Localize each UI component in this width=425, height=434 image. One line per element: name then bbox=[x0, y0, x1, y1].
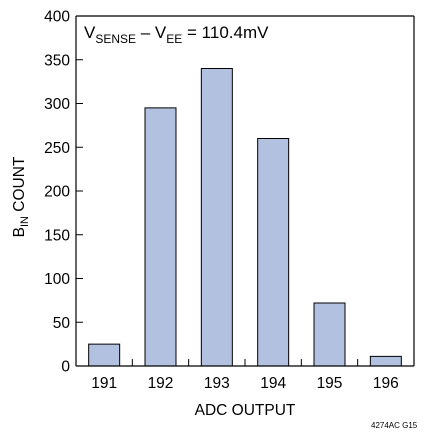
axes-group bbox=[75, 15, 415, 367]
y-tick-label: 300 bbox=[44, 96, 70, 113]
y-ticks-group: 0 50 100 150 200 250 300 350 400 bbox=[44, 9, 83, 376]
y-tick-label: 250 bbox=[44, 140, 70, 157]
y-tick-label: 100 bbox=[44, 271, 70, 288]
bars-group bbox=[88, 68, 402, 367]
y-axis-label: BIN COUNT bbox=[11, 156, 31, 237]
sense-voltage-annotation: VSENSE – VEE = 110.4mV bbox=[84, 23, 269, 46]
bar-193 bbox=[200, 68, 233, 367]
x-tick-label: 195 bbox=[317, 375, 343, 392]
x-tick-label: 194 bbox=[260, 375, 286, 392]
y-tick-label: 400 bbox=[44, 9, 70, 26]
x-tick-label: 191 bbox=[91, 375, 117, 392]
x-tick-label: 192 bbox=[148, 375, 174, 392]
bar-196 bbox=[369, 355, 402, 367]
y-tick-label: 50 bbox=[53, 315, 71, 332]
x-axis-label: ADC OUTPUT bbox=[195, 402, 296, 419]
y-tick-label: 200 bbox=[44, 184, 70, 201]
y-tick-label: 350 bbox=[44, 52, 70, 69]
y-tick-label: 0 bbox=[61, 359, 70, 376]
figure-label: 4274AC G15 bbox=[371, 421, 418, 430]
bar-194 bbox=[257, 138, 290, 367]
x-ticks-group: 191 192 193 194 195 196 bbox=[91, 359, 399, 392]
x-tick-label: 193 bbox=[204, 375, 230, 392]
bar-191 bbox=[88, 343, 121, 367]
bar-192 bbox=[144, 107, 177, 367]
y-tick-label: 150 bbox=[44, 227, 70, 244]
x-tick-label: 196 bbox=[373, 375, 399, 392]
bar-195 bbox=[313, 302, 346, 367]
